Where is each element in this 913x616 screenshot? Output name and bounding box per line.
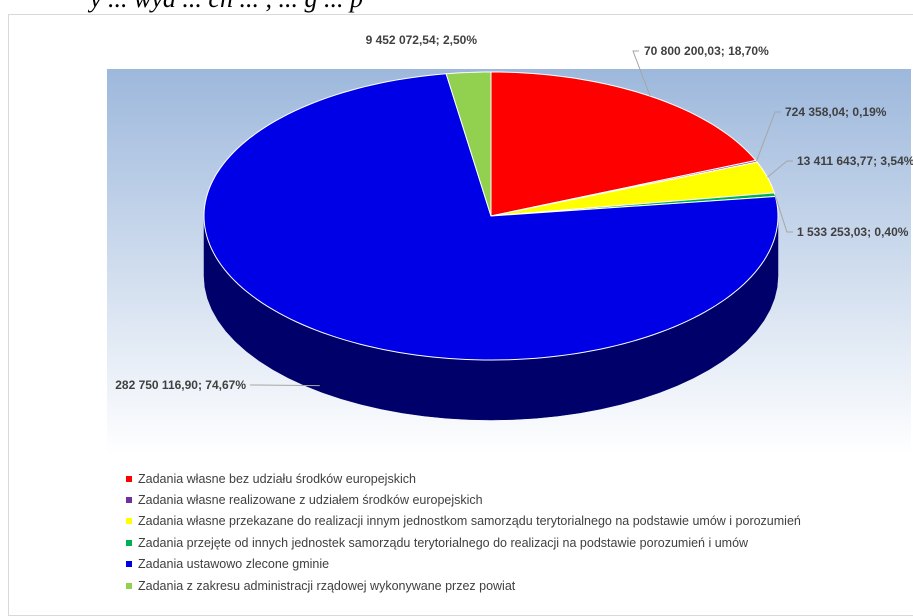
chart-frame: 70 800 200,03; 18,70% 724 358,04; 0,19% 13…	[8, 14, 913, 616]
legend-swatch	[126, 497, 132, 504]
legend-swatch	[126, 582, 132, 589]
leader-line-4	[250, 384, 320, 387]
pie-slice-5	[445, 71, 492, 217]
legend-swatch	[126, 539, 132, 546]
pie-slice-4	[203, 73, 779, 361]
legend-item: Zadania przejęte od innych jednostek sam…	[126, 532, 801, 553]
legend-swatch	[126, 475, 132, 482]
legend-item: Zadania własne przekazane do realizacji …	[126, 511, 801, 532]
pie-top-layer	[203, 71, 779, 361]
pie-slice-2	[490, 161, 775, 217]
leader-line-3	[774, 194, 793, 233]
leader-line-1	[755, 111, 781, 162]
legend-item: Zadania własne realizowane z udziałem śr…	[126, 489, 801, 510]
data-label-1: 724 358,04; 0,19%	[785, 105, 887, 119]
legend-label: Zadania z zakresu administracji rządowej…	[138, 578, 516, 593]
legend-item: Zadania z zakresu administracji rządowej…	[126, 575, 801, 596]
legend-swatch	[126, 561, 132, 568]
leader-line-2	[767, 160, 793, 178]
legend-item: Zadania własne bez udziału środków europ…	[126, 468, 801, 489]
data-label-3: 1 533 253,03; 0,40%	[797, 225, 909, 239]
data-label-2: 13 411 643,77; 3,54%	[797, 154, 913, 168]
legend-label: Zadania ustawowo zlecone gminie	[138, 557, 330, 572]
data-label-layer: 70 800 200,03; 18,70% 724 358,04; 0,19% 13…	[115, 33, 913, 392]
page-header-fragment: y ... wyd ... ch ... , ... g ... p	[90, 0, 363, 13]
data-label-5: 9 452 072,54; 2,50%	[366, 33, 478, 47]
legend-item: Zadania ustawowo zlecone gminie	[126, 554, 801, 575]
legend-label: Zadania przejęte od innych jednostek sam…	[138, 535, 749, 550]
leader-line-0	[632, 50, 651, 97]
legend-label: Zadania własne przekazane do realizacji …	[138, 514, 801, 529]
pie-chart: 70 800 200,03; 18,70% 724 358,04; 0,19% 13…	[107, 33, 913, 455]
pie-slice-0	[490, 71, 757, 217]
legend-swatch	[126, 518, 132, 525]
legend-label: Zadania własne realizowane z udziałem śr…	[138, 493, 483, 508]
legend-label: Zadania własne bez udziału środków europ…	[138, 471, 416, 486]
page-header-text: y ... wyd ... ch ... , ... g ... p	[0, 0, 913, 14]
data-label-4: 282 750 116,90; 74,67%	[115, 378, 246, 392]
chart-legend: Zadania własne bez udziału środków europ…	[126, 468, 801, 596]
data-label-0: 70 800 200,03; 18,70%	[644, 44, 769, 58]
